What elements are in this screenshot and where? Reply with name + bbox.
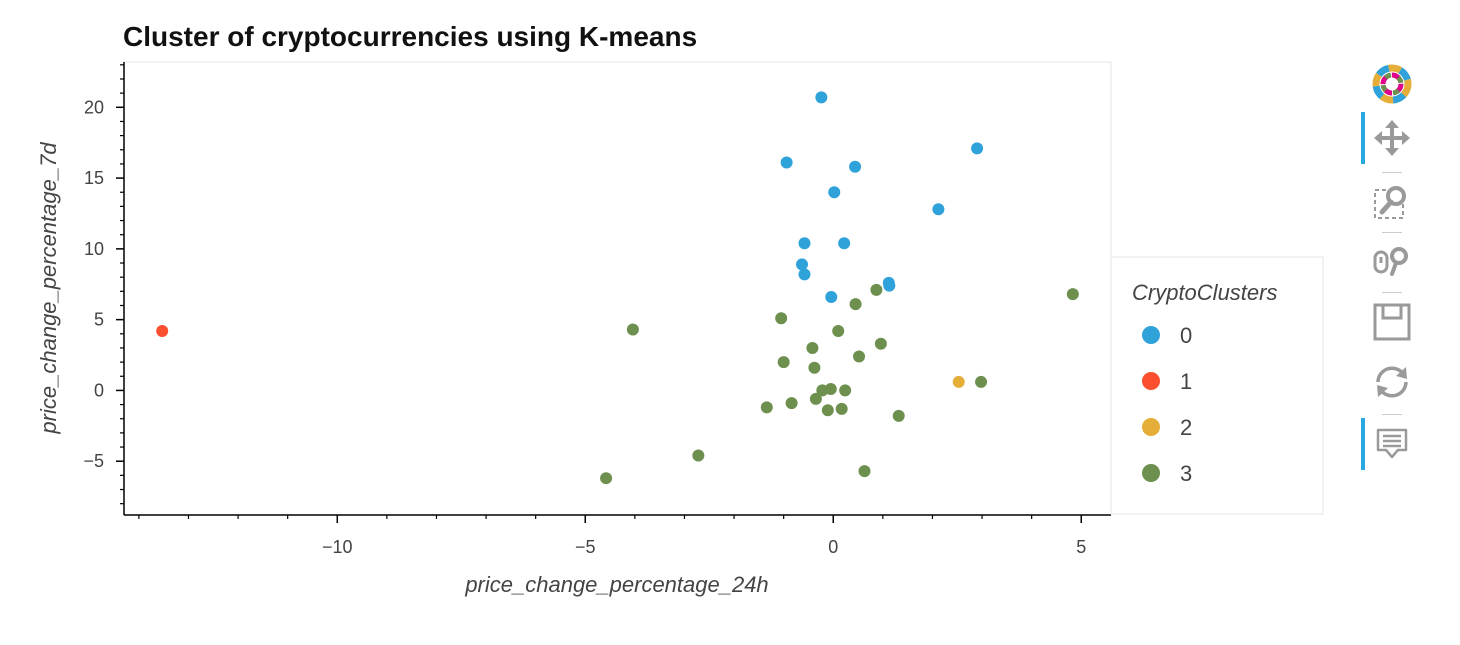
data-point-cluster-3 — [600, 472, 613, 485]
data-point-cluster-3 — [832, 324, 845, 337]
plot-frame[interactable] — [123, 61, 1112, 516]
data-point-cluster-3 — [835, 402, 848, 415]
data-point-cluster-3 — [849, 298, 862, 311]
hover-icon[interactable] — [1360, 418, 1424, 470]
save-icon[interactable] — [1360, 296, 1424, 348]
y-axis-label: price_change_percentage_7d — [36, 142, 61, 435]
data-point-cluster-3 — [870, 283, 883, 296]
data-point-cluster-3 — [775, 312, 788, 325]
pan-icon[interactable] — [1360, 112, 1424, 164]
data-point-cluster-0 — [849, 160, 862, 173]
data-point-cluster-3 — [785, 397, 798, 410]
legend-title: CryptoClusters — [1132, 280, 1277, 305]
data-point-cluster-3 — [777, 356, 790, 369]
legend-marker-cluster-2 — [1142, 418, 1160, 436]
data-point-cluster-3 — [760, 401, 773, 414]
data-point-cluster-3 — [626, 323, 639, 336]
data-point-cluster-0 — [971, 142, 984, 155]
data-point-cluster-1 — [156, 324, 169, 337]
x-tick-label: 5 — [1076, 537, 1086, 557]
data-point-cluster-3 — [692, 449, 705, 462]
chart-title: Cluster of cryptocurrencies using K-mean… — [123, 21, 697, 52]
y-tick-label: −5 — [83, 451, 104, 471]
y-tick-label: 10 — [84, 239, 104, 259]
legend-label-cluster-2: 2 — [1180, 415, 1192, 440]
data-point-cluster-3 — [892, 409, 905, 422]
x-tick-label: −5 — [575, 537, 596, 557]
x-axis: −10 −5 0 5 — [124, 514, 1111, 557]
data-point-cluster-3 — [806, 341, 819, 354]
data-points — [156, 91, 1079, 485]
legend-label-cluster-0: 0 — [1180, 323, 1192, 348]
reset-icon[interactable] — [1360, 356, 1424, 408]
data-point-cluster-3 — [809, 392, 822, 405]
y-tick-label: 5 — [94, 310, 104, 330]
data-point-cluster-3 — [1066, 288, 1079, 301]
data-point-cluster-0 — [798, 268, 811, 281]
data-point-cluster-3 — [824, 383, 837, 396]
data-point-cluster-0 — [838, 237, 851, 250]
legend-marker-cluster-3 — [1142, 464, 1160, 482]
legend-label-cluster-3: 3 — [1180, 461, 1192, 486]
bokeh-logo-icon[interactable] — [1360, 58, 1424, 110]
data-point-cluster-3 — [853, 350, 866, 363]
x-tick-label: −10 — [322, 537, 353, 557]
legend-marker-cluster-0 — [1142, 326, 1160, 344]
data-point-cluster-3 — [808, 361, 821, 374]
data-point-cluster-0 — [825, 290, 838, 303]
toolbar — [1360, 58, 1424, 488]
legend: CryptoClusters 0 1 2 3 — [1110, 256, 1324, 515]
y-tick-label: 0 — [94, 380, 104, 400]
data-point-cluster-0 — [932, 203, 945, 216]
x-axis-label: price_change_percentage_24h — [464, 572, 768, 597]
y-tick-label: 20 — [84, 97, 104, 117]
data-point-cluster-3 — [821, 404, 834, 417]
data-point-cluster-3 — [858, 465, 871, 478]
data-point-cluster-0 — [883, 279, 896, 292]
box-zoom-icon[interactable] — [1360, 176, 1424, 228]
wheel-zoom-icon[interactable] — [1360, 236, 1424, 288]
data-point-cluster-3 — [874, 337, 887, 350]
y-axis: −5 0 5 10 15 20 — [83, 62, 125, 515]
legend-label-cluster-1: 1 — [1180, 369, 1192, 394]
x-tick-label: 0 — [828, 537, 838, 557]
data-point-cluster-0 — [780, 156, 793, 169]
data-point-cluster-0 — [815, 91, 828, 104]
y-tick-label: 15 — [84, 168, 104, 188]
legend-items: 0 1 2 3 — [1142, 323, 1192, 486]
data-point-cluster-0 — [798, 237, 811, 250]
data-point-cluster-3 — [839, 384, 852, 397]
data-point-cluster-2 — [952, 375, 965, 388]
legend-marker-cluster-1 — [1142, 372, 1160, 390]
data-point-cluster-0 — [796, 258, 809, 271]
data-point-cluster-0 — [828, 186, 841, 199]
data-point-cluster-3 — [975, 375, 988, 388]
